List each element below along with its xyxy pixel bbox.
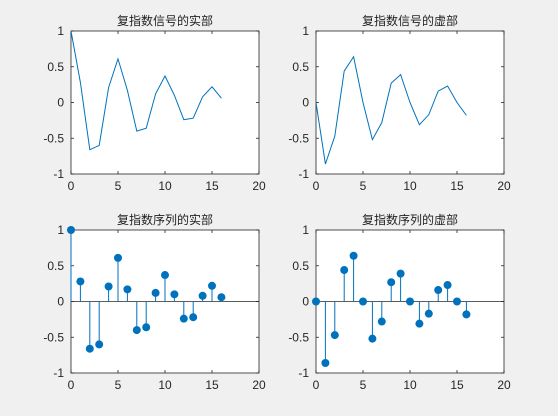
stem-marker	[368, 334, 377, 343]
x-tick-label: 10	[158, 179, 172, 193]
stem-marker	[349, 251, 358, 260]
y-tick-label: 1	[57, 223, 64, 237]
x-tick-label: 5	[360, 378, 367, 392]
subplot-title: 复指数序列的实部	[117, 212, 213, 227]
stem-marker	[396, 269, 405, 278]
subplot-title: 复指数信号的实部	[117, 13, 213, 28]
axes-frame	[70, 30, 260, 175]
subplot-title: 复指数序列的虚部	[362, 212, 458, 227]
stem-marker	[114, 253, 122, 262]
y-tick-label: 1	[57, 24, 64, 38]
x-tick-label: 5	[115, 179, 122, 193]
subplot-top-right: 复指数信号的虚部 0 5 10 15 20 -1 -0.5 0 0.5 1	[288, 13, 511, 193]
stem-marker	[198, 291, 207, 300]
x-tick-label: 5	[115, 378, 122, 392]
y-tick-label: -1	[298, 167, 309, 181]
x-tick-label: 5	[360, 179, 367, 193]
x-tick-label: 0	[68, 378, 75, 392]
stem-marker	[208, 281, 216, 290]
x-tick-label: 20	[497, 378, 511, 392]
y-tick-label: 0.5	[292, 60, 309, 74]
y-tick-label: -0.5	[43, 330, 64, 344]
subplot-bottom-left: 复指数序列的实部 0 5 10 15 20 -1 -0.5 0 0.5 1	[43, 212, 266, 392]
stem-marker	[453, 297, 461, 306]
stem-marker	[312, 297, 320, 306]
y-tick-label: 0.5	[47, 259, 64, 273]
series-line	[70, 30, 222, 151]
y-tick-label: 1	[302, 223, 309, 237]
stem-marker	[377, 317, 386, 326]
x-tick-label: 20	[497, 179, 511, 193]
y-tick-label: 0	[302, 96, 309, 110]
x-tick-label: 15	[450, 378, 464, 392]
stem-marker	[415, 319, 424, 328]
x-tick-label: 0	[313, 179, 320, 193]
stem-marker	[161, 271, 169, 280]
stem-marker	[443, 281, 452, 290]
y-tick-label: -0.5	[288, 131, 309, 145]
stem-marker	[104, 282, 113, 291]
stem-marker	[132, 326, 141, 335]
stem-marker	[330, 331, 339, 340]
y-tick-label: 1	[302, 24, 309, 38]
subplot-bottom-right: 复指数序列的虚部 0 5 10 15 20 -1 -0.5 0 0.5 1	[288, 212, 511, 392]
stem-marker	[85, 344, 94, 353]
x-tick-label: 10	[158, 378, 172, 392]
x-tick-label: 20	[252, 179, 266, 193]
y-tick-label: 0.5	[292, 259, 309, 273]
y-tick-label: 0	[302, 295, 309, 309]
stem-marker	[189, 313, 198, 322]
stem-marker	[424, 309, 433, 318]
x-tick-label: 0	[313, 378, 320, 392]
y-tick-label: 0	[57, 295, 64, 309]
stem-marker	[217, 293, 226, 302]
subplot-top-left: 复指数信号的实部 0 5 10 15 20 -1 -0.5 0 0.5 1	[43, 13, 266, 193]
y-tick-label: -1	[298, 366, 309, 380]
stem-marker	[179, 314, 188, 323]
x-tick-label: 10	[403, 378, 417, 392]
x-tick-label: 10	[403, 179, 417, 193]
stem-marker	[321, 358, 330, 367]
y-tick-label: -1	[53, 366, 64, 380]
stem-marker	[387, 278, 396, 287]
y-tick-label: -0.5	[288, 330, 309, 344]
stem-marker	[95, 340, 104, 349]
x-tick-label: 15	[205, 378, 219, 392]
stem-marker	[462, 310, 471, 319]
y-tick-label: 0.5	[47, 60, 64, 74]
x-tick-label: 15	[450, 179, 464, 193]
stem-marker	[151, 288, 160, 297]
subplot-title: 复指数信号的虚部	[362, 13, 458, 28]
x-tick-label: 20	[252, 378, 266, 392]
x-tick-label: 15	[205, 179, 219, 193]
stem-marker	[76, 277, 85, 286]
y-tick-label: -1	[53, 167, 64, 181]
stem-marker	[359, 297, 367, 306]
x-tick-label: 0	[68, 179, 75, 193]
stem-marker	[142, 323, 151, 332]
stem-marker	[67, 226, 75, 234]
stem-marker	[170, 290, 179, 299]
stem-marker	[340, 266, 349, 275]
series-line	[315, 55, 467, 165]
y-tick-label: 0	[57, 96, 64, 110]
stem-marker	[434, 286, 443, 295]
stem-marker	[406, 297, 414, 306]
y-tick-label: -0.5	[43, 131, 64, 145]
stem-marker	[123, 285, 132, 294]
